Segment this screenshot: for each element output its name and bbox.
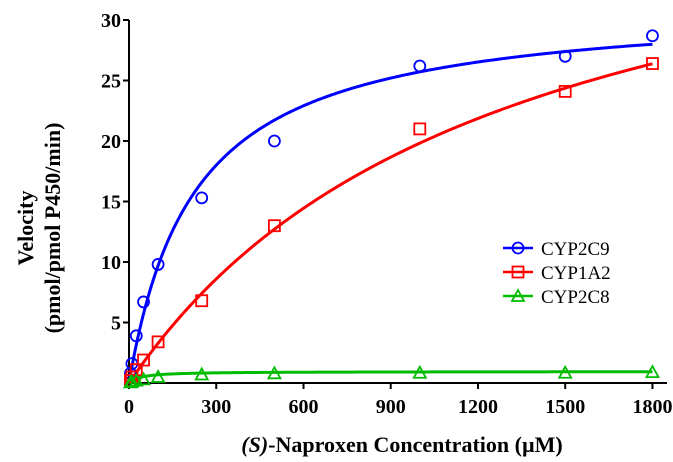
y-tick-label: 30 — [101, 10, 121, 32]
legend-marker-cyp2c8 — [510, 288, 526, 302]
data-point-cyp1a2 — [137, 353, 150, 367]
x-tick-label: 1500 — [545, 396, 585, 418]
x-axis-title-rest: -Naproxen Concentration (µM) — [268, 432, 563, 457]
data-point-cyp2c9 — [129, 329, 143, 343]
y-tick-label: 10 — [101, 252, 121, 274]
y-axis-title-line2: (pmol/pmol P450/min) — [40, 123, 65, 334]
data-point-cyp1a2 — [646, 57, 659, 70]
data-point-cyp2c8 — [266, 365, 282, 380]
x-axis-title-prefix: (S) — [241, 432, 268, 457]
fit-line-cyp1a2 — [127, 62, 653, 384]
data-point-cyp2c9 — [137, 295, 150, 309]
data-point-cyp1a2 — [195, 294, 209, 308]
fit-line-cyp2c8 — [128, 370, 653, 385]
data-point-cyp1a2 — [558, 84, 572, 98]
data-point-cyp2c9 — [646, 29, 659, 43]
legend: CYP2C9 CYP1A2 CYP2C8 — [503, 239, 611, 308]
fit-lines — [127, 42, 653, 385]
fit-line-cyp2c9 — [127, 42, 653, 384]
data-point-cyp2c8 — [644, 364, 660, 379]
legend-marker-cyp2c9 — [511, 241, 525, 255]
data-point-cyp2c8 — [194, 366, 210, 381]
data-point-cyp1a2 — [268, 219, 281, 233]
data-point-cyp2c8 — [124, 373, 140, 388]
y-tick-label: 20 — [101, 131, 121, 153]
x-tick-label: 1200 — [458, 396, 498, 418]
data-point-cyp2c8 — [557, 364, 573, 379]
x-tick-label: 1800 — [632, 396, 672, 418]
data-point-cyp2c8 — [136, 371, 152, 386]
x-tick-label: 300 — [201, 396, 231, 418]
x-tick-label: 900 — [376, 396, 406, 418]
data-point-cyp2c8 — [150, 369, 166, 383]
x-axis-title: (S)-Naproxen Concentration (µM) — [241, 432, 562, 457]
x-tick-label: 600 — [288, 396, 318, 418]
data-point-cyp2c8 — [412, 364, 428, 379]
y-axis-title-line1: Velocity — [13, 191, 38, 266]
legend-marker-cyp1a2 — [511, 265, 525, 279]
data-point-cyp2c9 — [268, 134, 281, 148]
x-tick-label: 0 — [124, 396, 134, 418]
data-point-cyp2c9 — [413, 59, 427, 73]
data-point-cyp2c9 — [558, 49, 572, 63]
legend-label-cyp1a2: CYP1A2 — [541, 263, 611, 284]
data-point-cyp1a2 — [151, 335, 165, 349]
data-point-cyp2c9 — [195, 191, 209, 205]
data-point-cyp1a2 — [413, 122, 427, 136]
legend-label-cyp2c9: CYP2C9 — [541, 239, 610, 260]
axes: 0 300 600 900 1200 1500 1800 5 10 15 20 25 30 — [101, 10, 672, 418]
y-tick-label: 5 — [111, 313, 121, 335]
legend-label-cyp2c8: CYP2C8 — [541, 287, 610, 308]
y-tick-label: 25 — [101, 71, 121, 93]
data-markers — [122, 29, 660, 389]
y-tick-label: 15 — [101, 192, 121, 214]
data-point-cyp2c9 — [151, 258, 165, 271]
